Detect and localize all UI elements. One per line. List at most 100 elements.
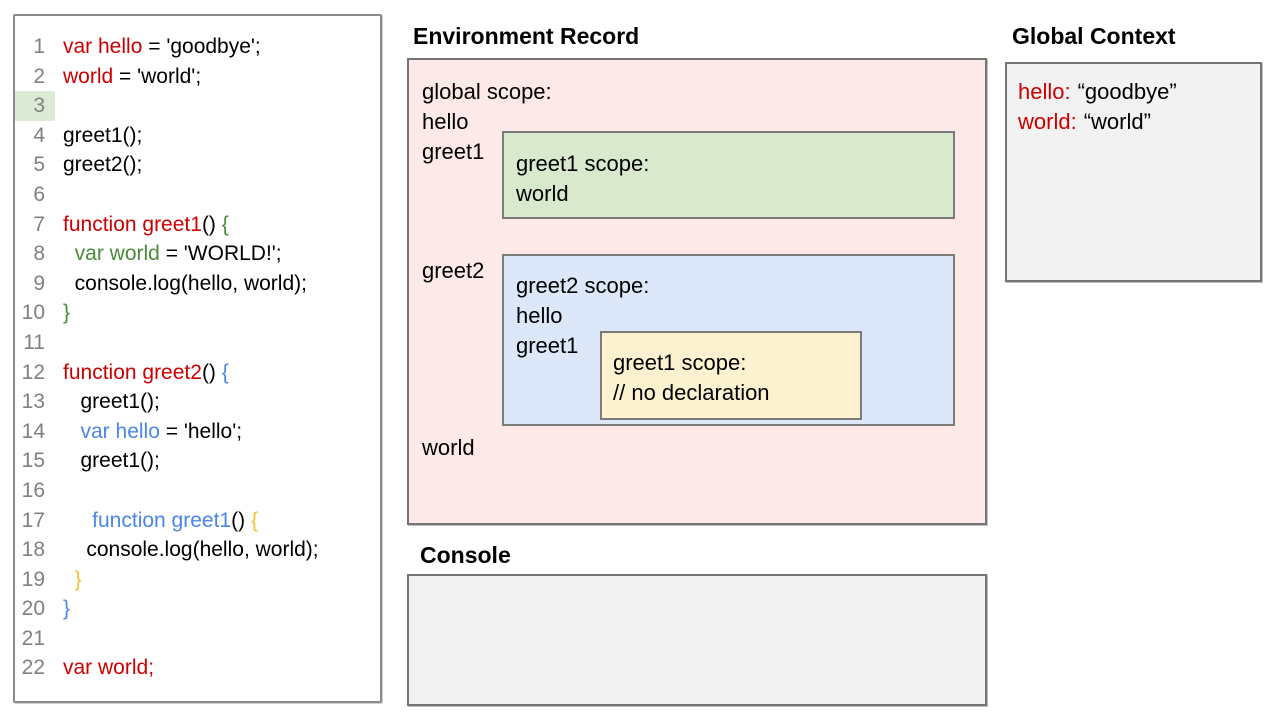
greet2-scope-label: greet2 scope: — [516, 273, 650, 298]
code-line: 9 console.log(hello, world); — [15, 269, 380, 299]
global-context-entry-value: “world” — [1083, 109, 1151, 134]
code-line: 16 — [15, 476, 380, 506]
code-token: var world — [63, 242, 160, 266]
code-token: greet1(); — [63, 123, 143, 147]
greet1-scope-box: greet1 scope: world — [502, 131, 955, 219]
line-number: 15 — [21, 449, 45, 473]
line-number: 14 — [21, 419, 45, 443]
code-lines: 1 var hello = 'goodbye'; 2 world = 'world';… — [15, 16, 380, 683]
code-line: 13 greet1(); — [15, 387, 380, 417]
greet1-scope-var-world: world — [516, 181, 569, 206]
global-context-entry-value: “goodbye” — [1077, 79, 1177, 104]
global-scope-var-greet1: greet1 — [422, 139, 485, 164]
line-number: 10 — [21, 301, 45, 325]
code-token: greet1(); — [63, 449, 160, 473]
code-line: 21 — [15, 624, 380, 654]
global-scope-var-world: world — [422, 435, 475, 460]
code-token: () — [231, 508, 251, 532]
code-line: 22 var world; — [15, 653, 380, 683]
global-scope-box: global scope: hello greet1 greet1 scope:… — [407, 58, 987, 525]
greet2-scope-var-greet1: greet1 — [516, 333, 579, 358]
code-line: 2 world = 'world'; — [15, 62, 380, 92]
code-line: 7 function greet1() { — [15, 210, 380, 240]
code-line: 3 — [15, 91, 380, 121]
code-token: greet2(); — [63, 153, 143, 177]
line-number: 4 — [33, 123, 45, 147]
code-line: 18 console.log(hello, world); — [15, 535, 380, 565]
line-number: 17 — [21, 508, 45, 532]
code-line: 1 var hello = 'goodbye'; — [15, 32, 380, 62]
line-number: 22 — [21, 656, 45, 680]
global-scope-label: global scope: — [422, 79, 552, 104]
code-line: 8 var world = 'WORLD!'; — [15, 239, 380, 269]
line-number-highlighted: 3 — [15, 91, 55, 121]
global-context-entry: hello: “goodbye” — [1018, 77, 1177, 107]
code-line: 17 function greet1() { — [15, 506, 380, 536]
code-token: = 'hello'; — [159, 419, 243, 443]
code-line: 20} — [15, 594, 380, 624]
code-line: 10} — [15, 298, 380, 328]
global-context-box: hello: “goodbye” world: “world” — [1005, 62, 1262, 282]
code-token: } — [63, 597, 71, 621]
code-token: var world; — [63, 656, 155, 680]
global-context-title: Global Context — [1012, 23, 1176, 49]
code-token: = 'WORLD!'; — [159, 242, 282, 266]
greet2-scope-box: greet2 scope: hello greet1 greet1 scope:… — [502, 254, 955, 426]
line-number: 8 — [33, 242, 45, 266]
code-token: world — [63, 64, 114, 88]
code-token: = 'world'; — [113, 64, 202, 88]
line-number: 11 — [23, 330, 45, 354]
code-token: { — [221, 360, 229, 384]
line-number: 12 — [21, 360, 45, 384]
inner-greet1-scope-box: greet1 scope: // no declaration — [600, 331, 862, 420]
code-token: function greet1 — [63, 508, 232, 532]
code-editor-panel: 1 var hello = 'goodbye'; 2 world = 'world';… — [13, 14, 382, 703]
environment-record-title: Environment Record — [413, 23, 640, 49]
line-number: 20 — [21, 597, 45, 621]
code-token: = 'goodbye'; — [142, 35, 261, 58]
global-scope-var-hello: hello — [422, 109, 469, 134]
code-token: console.log(hello, world); — [63, 538, 319, 562]
global-scope-var-greet2: greet2 — [422, 258, 485, 283]
code-line: 6 — [15, 180, 380, 210]
line-number: 21 — [21, 626, 45, 650]
code-token: function greet1 — [63, 212, 202, 236]
greet2-scope-var-hello: hello — [516, 303, 563, 328]
line-number: 1 — [33, 35, 45, 58]
greet1-scope-label: greet1 scope: — [516, 151, 650, 176]
line-number: 6 — [33, 182, 45, 206]
code-token: var hello — [63, 35, 143, 58]
line-number: 16 — [21, 478, 45, 502]
code-line: 15 greet1(); — [15, 446, 380, 476]
code-token: { — [250, 508, 258, 532]
inner-greet1-scope-label: greet1 scope: — [613, 350, 747, 375]
inner-greet1-scope-comment: // no declaration — [613, 380, 770, 405]
code-token: console.log(hello, world); — [63, 271, 307, 295]
console-title: Console — [420, 542, 511, 568]
global-context-entry-name: world: — [1018, 109, 1077, 134]
line-number: 7 — [33, 212, 45, 236]
code-token: greet1(); — [63, 390, 160, 414]
console-output-box — [407, 574, 987, 706]
code-line: 4 greet1(); — [15, 121, 380, 151]
line-number: 9 — [33, 271, 45, 295]
code-line: 5 greet2(); — [15, 150, 380, 180]
line-number: 13 — [21, 390, 45, 414]
global-context-entry-name: hello: — [1018, 79, 1071, 104]
code-token: () — [201, 360, 222, 384]
line-number: 18 — [21, 538, 45, 562]
code-line: 14 var hello = 'hello'; — [15, 417, 380, 447]
code-token: function greet2 — [63, 360, 202, 384]
line-number: 2 — [33, 64, 45, 88]
code-token: } — [63, 567, 82, 591]
global-context-entry: world: “world” — [1018, 107, 1151, 137]
code-line: 11 — [15, 328, 380, 358]
line-number: 19 — [21, 567, 45, 591]
code-line: 12 function greet2() { — [15, 358, 380, 388]
code-token: { — [221, 212, 229, 236]
line-number: 5 — [33, 153, 45, 177]
code-line: 19 } — [15, 565, 380, 595]
code-token: var hello — [63, 419, 160, 443]
code-token: () — [201, 212, 222, 236]
